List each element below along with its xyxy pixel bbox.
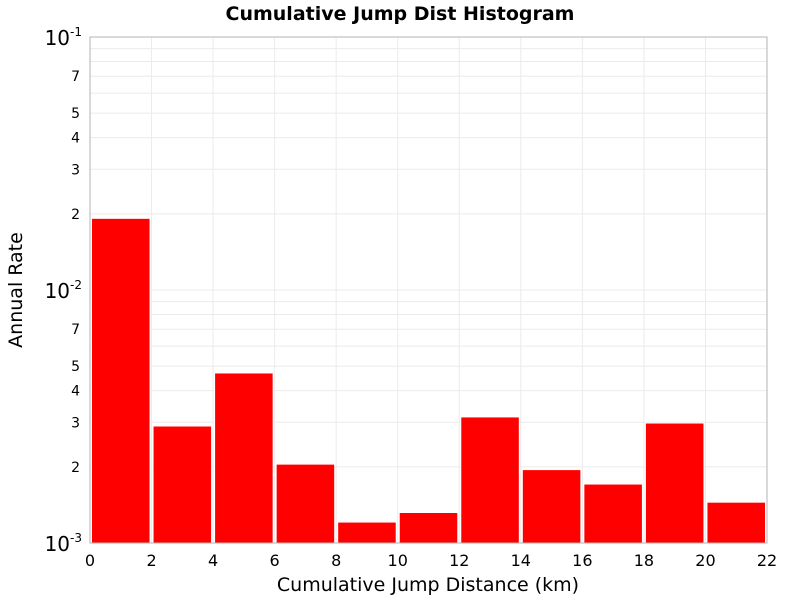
- histogram-bar: [644, 422, 705, 544]
- histogram-bar: [152, 425, 213, 544]
- y-decade-label: 10-1: [45, 25, 82, 50]
- histogram-bar: [460, 416, 520, 544]
- histogram-bar: [91, 217, 151, 544]
- y-decade-label: 10-2: [45, 278, 82, 303]
- x-axis-label: Cumulative Jump Distance (km): [277, 574, 579, 596]
- x-tick-label: 8: [331, 551, 341, 570]
- histogram-bar: [706, 501, 766, 544]
- y-tick-label: 4: [71, 131, 80, 147]
- x-tick-label: 22: [757, 551, 777, 570]
- x-tick-label: 18: [634, 551, 654, 570]
- histogram-bar: [583, 483, 643, 544]
- y-tick-label: 7: [71, 69, 80, 85]
- y-tick-label: 2: [71, 460, 80, 476]
- x-tick-labels: 0 2 4 6 8 10 12 14 16 18 20 22: [85, 551, 777, 570]
- y-axis-label: Annual Rate: [5, 232, 27, 348]
- y-tick-label: 3: [71, 162, 80, 178]
- x-tick-label: 6: [270, 551, 280, 570]
- y-tick-label: 4: [71, 384, 80, 400]
- plot-frame: [89, 36, 768, 544]
- y-tick-label: 7: [71, 322, 80, 338]
- bars: [91, 217, 766, 544]
- histogram-bar: [214, 372, 274, 544]
- x-tick-label: 20: [695, 551, 715, 570]
- histogram-bar: [521, 469, 582, 544]
- y-tick-labels: 7 5 4 3 2 7 5 4 3 2 10-1 10-2 10-3: [45, 25, 82, 556]
- histogram-bar: [398, 511, 459, 544]
- y-tick-label: 5: [71, 359, 80, 375]
- y-tick-label: 5: [71, 106, 80, 122]
- chart-title: Cumulative Jump Dist Histogram: [226, 3, 575, 25]
- x-tick-label: 4: [208, 551, 218, 570]
- x-tick-label: 14: [511, 551, 531, 570]
- x-tick-label: 16: [572, 551, 592, 570]
- histogram-bar: [275, 463, 336, 544]
- y-decade-label: 10-3: [45, 531, 82, 556]
- y-tick-label: 2: [71, 207, 80, 223]
- x-tick-label: 0: [85, 551, 95, 570]
- histogram-bar: [337, 521, 397, 544]
- x-tick-label: 12: [449, 551, 469, 570]
- x-tick-label: 2: [146, 551, 156, 570]
- y-tick-label: 3: [71, 415, 80, 431]
- x-tick-label: 10: [388, 551, 408, 570]
